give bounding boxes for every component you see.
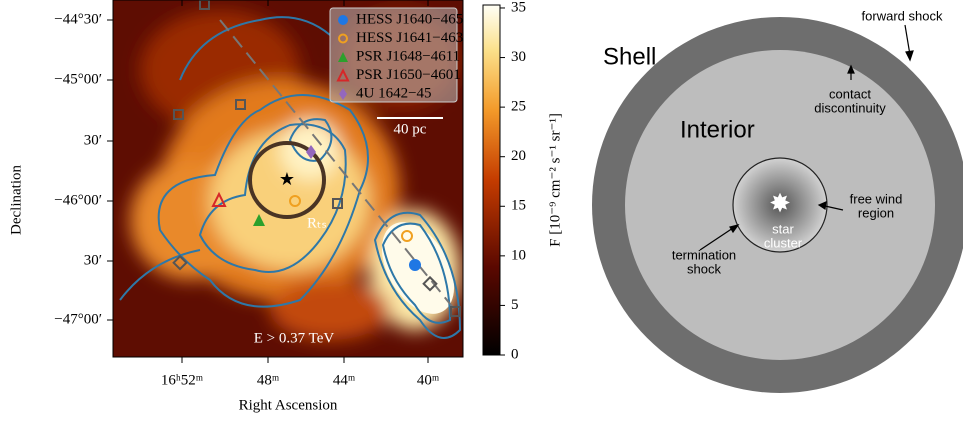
x-tick-label: 40ᵐ <box>417 372 440 388</box>
y-tick-label: −46°00′ <box>54 192 102 208</box>
free-wind-region-label: free wind <box>850 191 903 206</box>
figure: ★ 40 pc Rₜₛ E > 0.37 TeV HESS J1640−465 H… <box>0 0 963 423</box>
legend-label: PSR J1648−4611 <box>356 48 460 64</box>
colorbar-tick-label: 25 <box>511 99 526 115</box>
y-tick-label: 30′ <box>84 252 102 268</box>
termination-shock-label: shock <box>687 261 721 276</box>
legend-label: PSR J1650−4601 <box>356 67 461 83</box>
x-tick-label: 16ʰ52ᵐ <box>161 372 204 388</box>
interior-label: Interior <box>680 116 755 143</box>
scale-bar-label: 40 pc <box>394 121 427 137</box>
radius-label: Rₜₛ <box>307 215 327 231</box>
energy-label: E > 0.37 TeV <box>254 330 335 346</box>
termination-shock-label: termination <box>672 247 736 262</box>
colorbar <box>483 5 500 355</box>
x-tick-label: 48ᵐ <box>257 372 280 388</box>
colorbar-label: F [10⁻⁹ cm⁻² s⁻¹ sr⁻¹] <box>547 113 563 247</box>
x-tick-label: 44ᵐ <box>333 372 356 388</box>
colorbar-tick-label: 20 <box>511 148 526 164</box>
y-axis-label: Declination <box>8 165 24 235</box>
colorbar-tick-label: 0 <box>511 346 519 362</box>
colorbar-tick-label: 35 <box>511 0 526 15</box>
star-cluster-label: cluster <box>764 235 803 250</box>
legend-label: HESS J1640−465 <box>356 11 463 27</box>
y-tick-label: −45°00′ <box>54 71 102 87</box>
y-tick-label: −47°00′ <box>54 311 102 327</box>
diagram: ✸ <box>592 17 963 393</box>
colorbar-tick-label: 15 <box>511 198 526 214</box>
legend-label: 4U 1642−45 <box>356 85 432 101</box>
contact-discontinuity-label: discontinuity <box>814 100 886 115</box>
star: ★ <box>279 169 295 189</box>
svg-text:✸: ✸ <box>769 188 791 218</box>
legend-marker <box>338 15 348 25</box>
colorbar-tick-label: 30 <box>511 49 526 65</box>
star-cluster-label: star <box>772 221 794 236</box>
forward-shock-label: forward shock <box>862 8 943 23</box>
y-tick-label: 30′ <box>84 132 102 148</box>
x-axis-label: Right Ascension <box>239 397 338 413</box>
y-tick-label: −44°30′ <box>54 11 102 27</box>
shell-label: Shell <box>603 43 656 70</box>
legend-label: HESS J1641−463 <box>356 30 463 46</box>
legend-marker <box>409 259 421 271</box>
colorbar-tick-label: 10 <box>511 247 526 263</box>
colorbar-tick-label: 5 <box>511 297 519 313</box>
contact-discontinuity-label: contact <box>829 86 871 101</box>
free-wind-region-label: region <box>858 205 894 220</box>
